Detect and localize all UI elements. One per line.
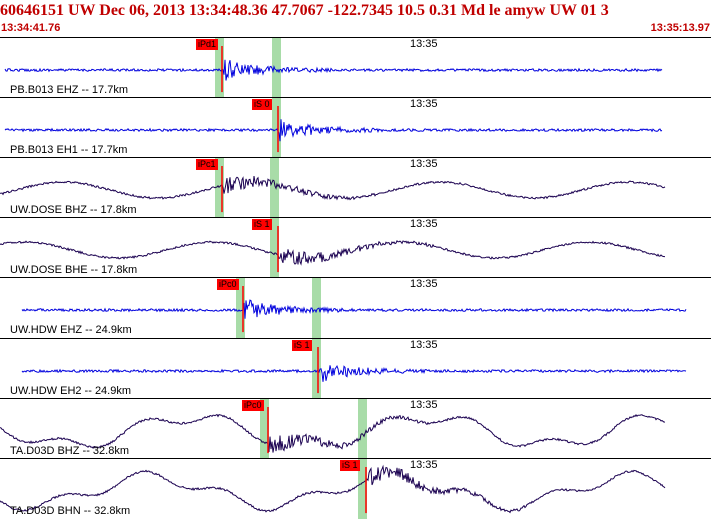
pick-label[interactable]: iS 1 [340, 459, 360, 471]
pick-label[interactable]: iPc1 [196, 159, 218, 171]
seismogram-panel[interactable]: iS 0 13:35 PB.B013 EH1 -- 17.7km [0, 97, 711, 159]
waveform-plot[interactable] [0, 278, 711, 339]
pick-label[interactable]: iS 1 [252, 219, 272, 231]
minute-tick-label: 13:35 [410, 218, 438, 231]
secondary-pick-window [358, 398, 367, 459]
station-channel-label: UW.HDW EH2 -- 24.9km [10, 384, 132, 397]
station-channel-label: PB.B013 EHZ -- 17.7km [10, 84, 128, 97]
waveform-plot[interactable] [0, 158, 711, 219]
waveform-plot[interactable] [0, 98, 711, 159]
minute-tick-label: 13:35 [410, 38, 438, 50]
waveform-trace [0, 464, 666, 514]
pick-label[interactable]: iS 0 [252, 99, 272, 111]
pick-window [215, 38, 224, 99]
station-channel-label: UW.HDW EHZ -- 24.9km [10, 324, 132, 337]
waveform-trace [0, 413, 666, 453]
secondary-pick-window [272, 38, 281, 99]
minute-tick-label: 13:35 [410, 458, 438, 471]
pick-window [270, 218, 279, 279]
window-start-time: 13:34:41.76 [1, 22, 61, 34]
pick-window [215, 158, 224, 219]
seismogram-panel[interactable]: iPd1 13:35 PB.B013 EHZ -- 17.7km [0, 37, 711, 99]
waveform-trace [21, 299, 687, 320]
pick-window [358, 458, 367, 519]
pick-label[interactable]: iS 1 [292, 339, 312, 351]
seismogram-panels[interactable]: iPd1 13:35 PB.B013 EHZ -- 17.7km iS 0 13:35 P… [0, 37, 711, 519]
secondary-pick-window [312, 278, 321, 339]
waveform-trace [4, 119, 663, 142]
minute-tick-label: 13:35 [410, 278, 438, 291]
waveform-plot[interactable] [0, 218, 711, 279]
waveform-trace [0, 240, 665, 266]
waveform-trace [0, 176, 666, 201]
pick-label[interactable]: iPd1 [196, 39, 219, 50]
seismogram-panel[interactable]: iS 1 13:35 UW.DOSE BHE -- 17.8km [0, 217, 711, 279]
station-channel-label: TA.D03D BHZ -- 32.8km [10, 444, 129, 457]
seismogram-panel[interactable]: iPc1 13:35 UW.DOSE BHZ -- 17.8km [0, 157, 711, 219]
station-channel-label: PB.B013 EH1 -- 17.7km [10, 144, 128, 157]
minute-tick-label: 13:35 [410, 158, 438, 171]
waveform-trace [21, 364, 687, 382]
pick-window [236, 278, 245, 339]
seismogram-panel[interactable]: iPc0 13:35 UW.HDW EHZ -- 24.9km [0, 277, 711, 339]
pick-window [312, 338, 321, 399]
waveform-trace [4, 59, 663, 81]
waveform-plot[interactable] [0, 458, 711, 519]
waveform-plot[interactable] [0, 338, 711, 399]
minute-tick-label: 13:35 [410, 338, 438, 351]
waveform-plot[interactable] [0, 38, 711, 99]
minute-tick-label: 13:35 [410, 98, 438, 111]
pick-window [260, 398, 269, 459]
pick-label[interactable]: iPc0 [242, 399, 264, 411]
seismogram-panel[interactable]: iS 1 13:35 TA.D03D BHN -- 32.8km [0, 457, 711, 519]
seismogram-panel[interactable]: iPc0 13:35 TA.D03D BHZ -- 32.8km [0, 397, 711, 459]
seismogram-panel[interactable]: iS 1 13:35 UW.HDW EH2 -- 24.9km [0, 337, 711, 399]
minute-tick-label: 13:35 [410, 398, 438, 411]
secondary-pick-window [270, 158, 279, 219]
waveform-plot[interactable] [0, 398, 711, 459]
station-channel-label: UW.DOSE BHE -- 17.8km [10, 264, 138, 277]
pick-label[interactable]: iPc0 [217, 279, 239, 291]
event-title: 60646151 UW Dec 06, 2013 13:34:48.36 47.… [0, 2, 609, 19]
pick-window [272, 98, 281, 159]
station-channel-label: TA.D03D BHN -- 32.8km [10, 504, 131, 517]
station-channel-label: UW.DOSE BHZ -- 17.8km [10, 204, 137, 217]
window-end-time: 13:35:13.97 [650, 22, 710, 34]
